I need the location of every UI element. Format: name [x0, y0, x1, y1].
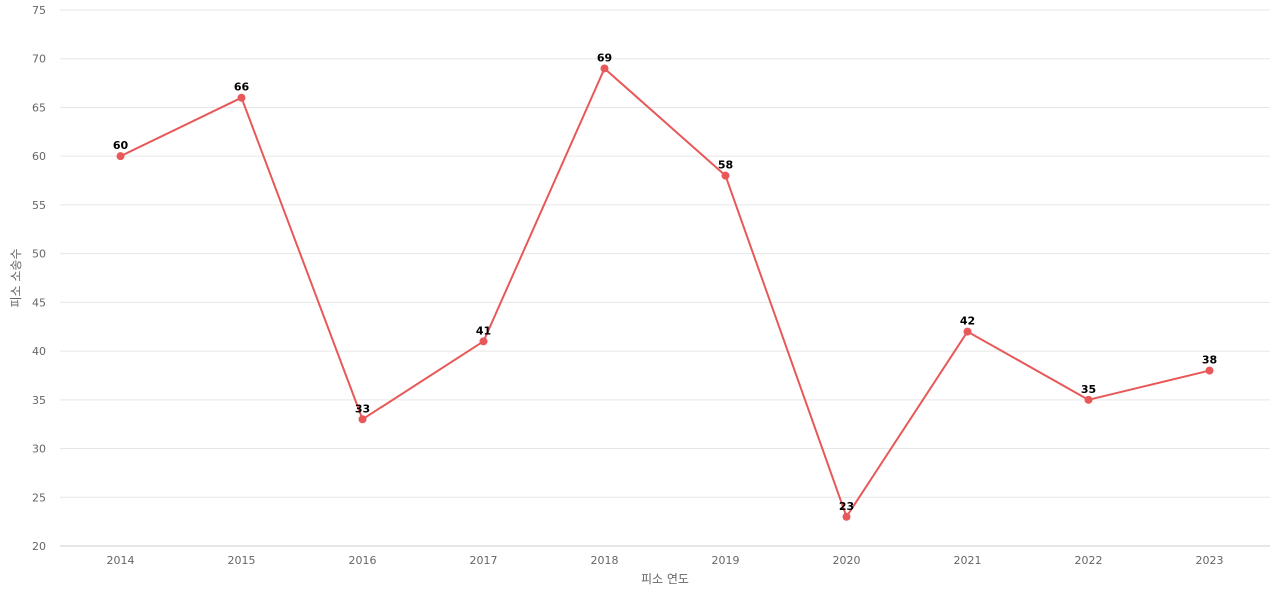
data-label: 60	[113, 139, 129, 152]
x-tick-label: 2015	[228, 554, 256, 567]
y-axis-ticks: 20 25 30 35 40 45 50 55 60 65 70 75	[32, 4, 46, 553]
y-tick-label: 40	[32, 345, 46, 358]
data-label: 69	[597, 51, 612, 64]
data-point	[358, 415, 367, 424]
series-line	[120, 67, 1210, 518]
data-label: 33	[355, 402, 370, 415]
y-tick-label: 75	[32, 4, 46, 17]
x-axis-title: 피소 연도	[641, 572, 689, 586]
data-label: 41	[476, 324, 491, 337]
x-tick-label: 2021	[954, 554, 982, 567]
x-tick-label: 2023	[1196, 554, 1224, 567]
data-label: 35	[1081, 383, 1096, 396]
data-point	[116, 152, 125, 161]
series-group	[116, 64, 1214, 521]
y-tick-label: 65	[32, 101, 46, 114]
y-tick-label: 50	[32, 248, 46, 261]
x-axis-ticks: 2014 2015 2016 2017 2018 2019 2020 2021 2022 2023	[107, 554, 1224, 567]
data-labels: 60 66 33 41 69 58 23 42 35 38	[113, 51, 1217, 512]
y-axis-title: 피소 소송수	[9, 248, 23, 307]
y-tick-label: 70	[32, 53, 46, 66]
y-tick-label: 30	[32, 443, 46, 456]
data-point	[842, 512, 851, 521]
data-point	[963, 327, 972, 336]
y-tick-label: 25	[32, 491, 46, 504]
data-label: 42	[960, 315, 975, 328]
data-label: 23	[839, 500, 854, 513]
y-tick-label: 35	[32, 394, 46, 407]
gridlines	[60, 9, 1270, 498]
data-point	[479, 337, 488, 346]
x-tick-label: 2017	[470, 554, 498, 567]
data-point	[600, 64, 609, 73]
data-label: 38	[1202, 354, 1217, 367]
data-point	[1205, 366, 1214, 375]
data-label: 66	[234, 81, 250, 94]
data-point	[1084, 395, 1093, 404]
x-tick-label: 2014	[107, 554, 135, 567]
x-tick-label: 2018	[591, 554, 619, 567]
y-tick-label: 60	[32, 150, 46, 163]
x-tick-label: 2022	[1075, 554, 1103, 567]
x-tick-label: 2020	[833, 554, 861, 567]
y-tick-label: 20	[32, 540, 46, 553]
data-point	[237, 93, 246, 102]
x-tick-label: 2019	[712, 554, 740, 567]
x-tick-label: 2016	[349, 554, 377, 567]
y-tick-label: 55	[32, 199, 46, 212]
data-label: 58	[718, 159, 733, 172]
y-tick-label: 45	[32, 296, 46, 309]
data-point	[721, 171, 730, 180]
